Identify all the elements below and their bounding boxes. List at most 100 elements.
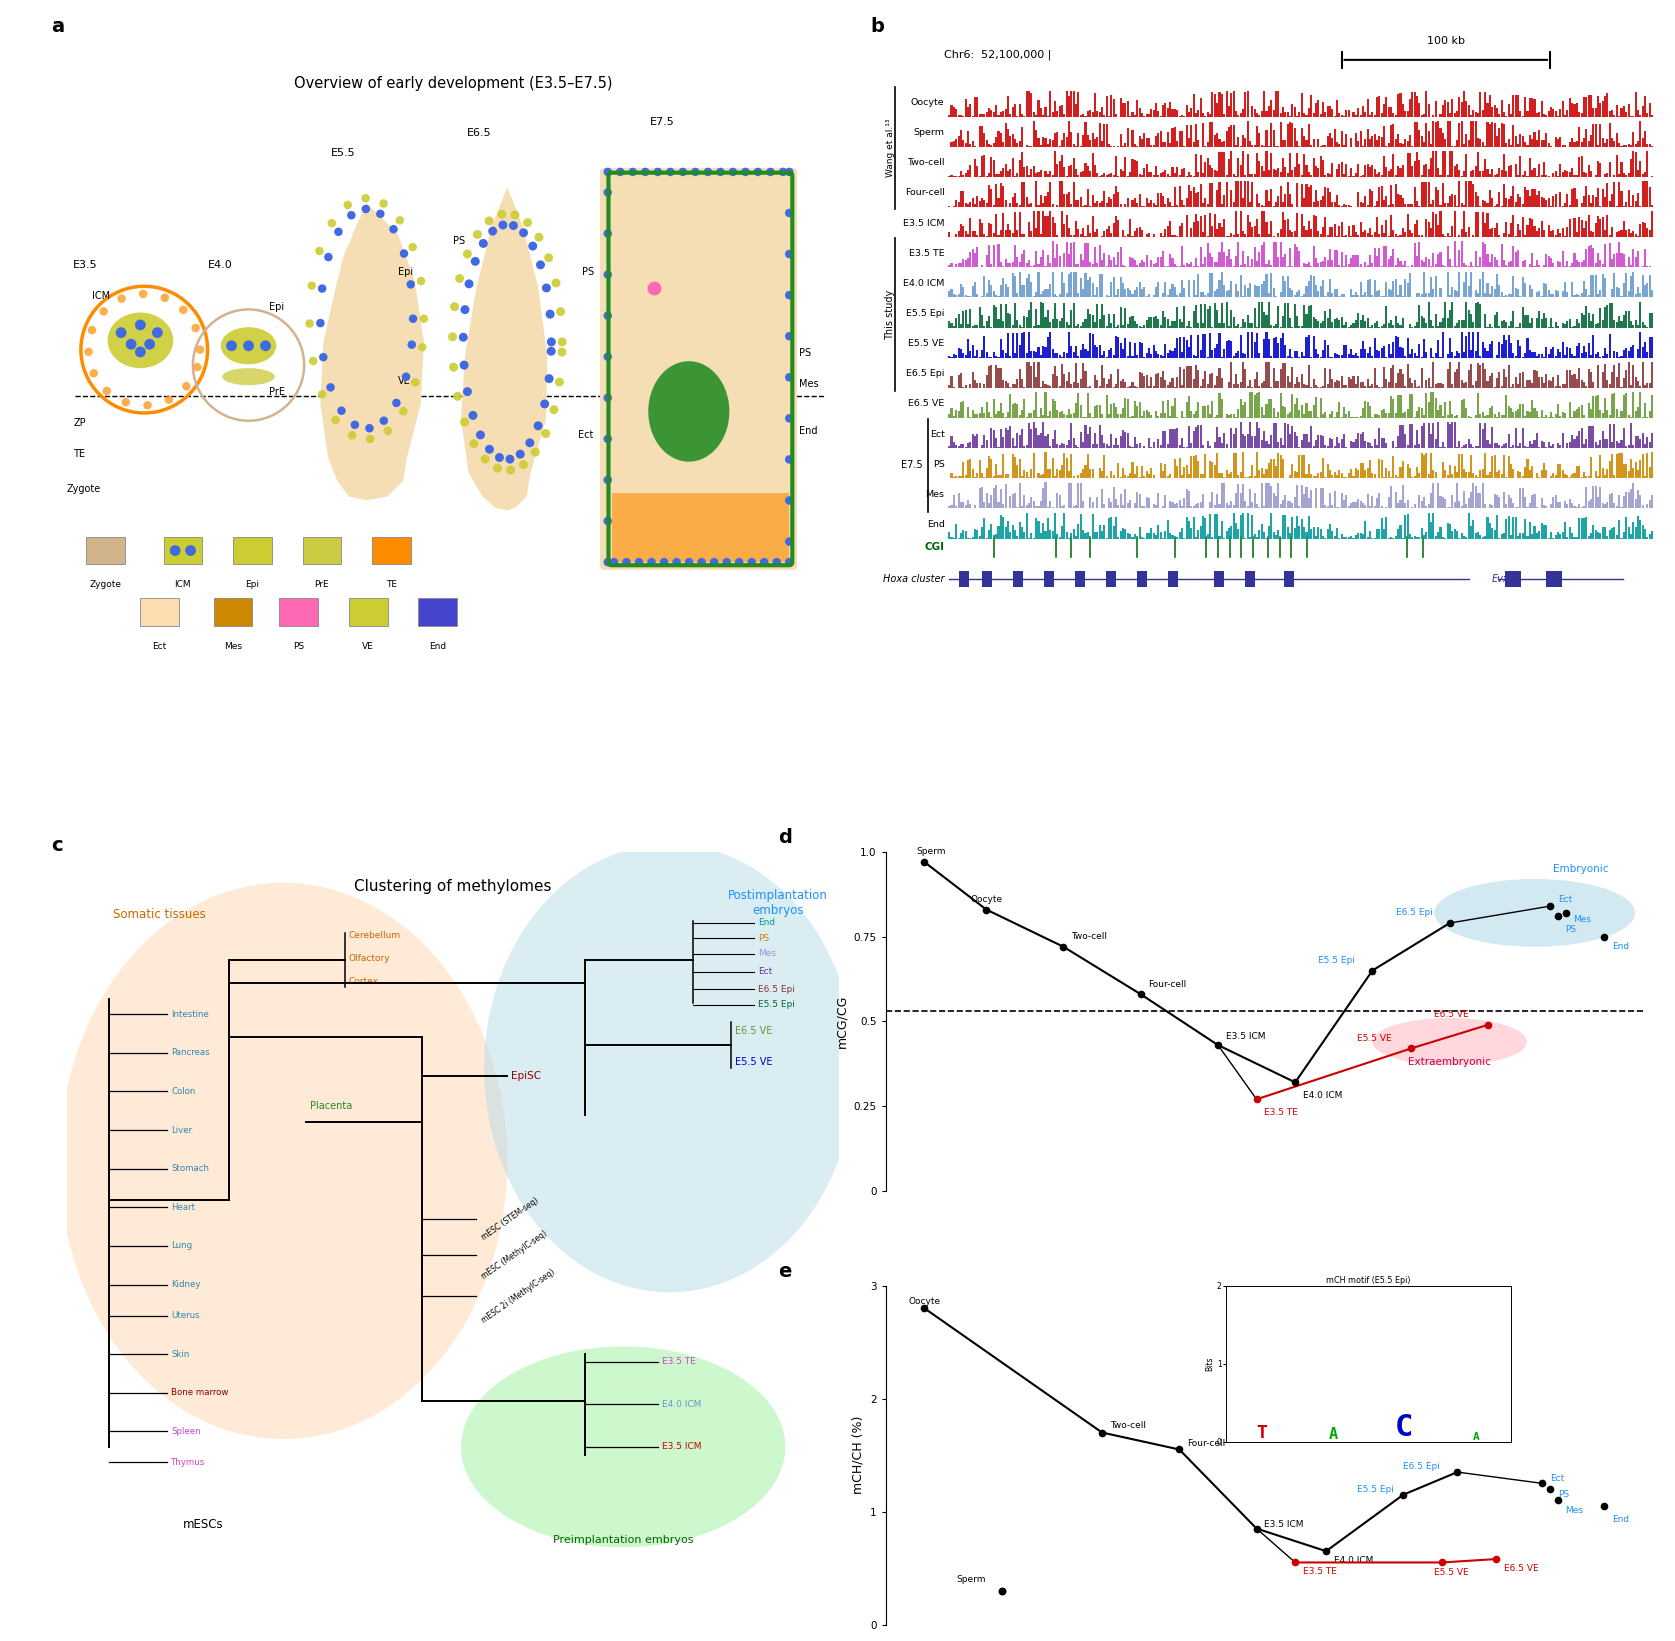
Bar [1611, 110, 1613, 117]
Bar [1211, 258, 1213, 267]
Bar [1308, 499, 1310, 509]
Bar [1372, 325, 1373, 328]
Bar [1454, 466, 1456, 478]
Bar [1508, 335, 1509, 358]
Bar [1240, 515, 1241, 538]
Bar [1018, 522, 1020, 538]
Bar [1583, 505, 1585, 509]
Bar [1124, 158, 1127, 177]
Text: End: End [759, 919, 776, 927]
Bar [1407, 205, 1409, 207]
Bar [1070, 414, 1072, 418]
Bar [1111, 374, 1112, 387]
Bar [1519, 473, 1521, 478]
Bar [1595, 274, 1596, 297]
Circle shape [667, 167, 675, 176]
Bar [1095, 174, 1099, 177]
Bar [1338, 443, 1340, 448]
Bar [998, 235, 1000, 238]
Bar [1052, 374, 1054, 387]
Bar [1030, 469, 1032, 478]
Bar [1127, 433, 1129, 448]
Bar [961, 461, 965, 478]
Bar [1590, 320, 1591, 328]
Bar [1072, 382, 1075, 387]
Bar [961, 502, 965, 509]
Bar [1636, 471, 1640, 478]
Bar [1333, 491, 1335, 509]
Bar [1075, 346, 1077, 358]
Bar [1057, 164, 1059, 177]
Bar [1320, 156, 1322, 177]
Bar [1643, 181, 1647, 207]
Bar [1013, 245, 1017, 267]
Bar [1605, 230, 1606, 238]
Bar [1206, 243, 1209, 267]
Bar [1194, 504, 1198, 509]
Bar [1616, 507, 1618, 509]
Bar [1605, 348, 1606, 358]
Bar [1293, 167, 1296, 177]
Bar [1181, 386, 1183, 387]
Bar [1420, 453, 1422, 478]
Bar [1588, 141, 1590, 146]
Bar [1337, 354, 1338, 358]
Bar [1596, 144, 1600, 146]
Bar [1432, 363, 1434, 387]
Bar [966, 443, 968, 448]
Bar [1573, 473, 1576, 478]
Bar [1578, 432, 1580, 448]
Bar [1451, 302, 1454, 328]
Bar [1482, 200, 1484, 207]
Bar [1496, 496, 1497, 509]
Bar [1162, 310, 1164, 328]
Text: PS: PS [933, 459, 945, 469]
Bar [1343, 174, 1345, 177]
Text: Preimplantation embryos: Preimplantation embryos [553, 1536, 693, 1546]
Bar [1250, 422, 1251, 448]
Bar [1146, 497, 1147, 509]
Bar [1241, 251, 1245, 267]
Bar [1536, 371, 1538, 387]
Circle shape [164, 395, 173, 404]
Bar [611, 492, 789, 563]
Bar [1647, 181, 1648, 207]
Bar [983, 115, 985, 117]
Bar [1176, 338, 1178, 358]
Bar [1285, 304, 1286, 328]
Bar [1241, 353, 1245, 358]
Bar [1435, 537, 1437, 538]
Bar [1479, 171, 1481, 177]
Bar [1218, 392, 1221, 418]
Bar [1506, 264, 1508, 267]
Bar [1089, 233, 1090, 238]
Bar [1320, 113, 1322, 117]
Bar [966, 459, 968, 478]
Bar [1328, 523, 1332, 538]
Bar [1497, 497, 1501, 509]
Bar [1193, 94, 1194, 117]
Bar [1209, 446, 1211, 448]
Bar [1203, 474, 1204, 478]
Text: E4.0 ICM: E4.0 ICM [1333, 1556, 1374, 1566]
Bar [1298, 525, 1300, 538]
Bar [1489, 409, 1491, 418]
Bar [1355, 133, 1357, 146]
Bar [1387, 236, 1390, 238]
Bar [1652, 313, 1653, 328]
Bar [1092, 153, 1094, 177]
Bar [998, 295, 1000, 297]
Bar [1400, 369, 1402, 387]
Bar [1040, 195, 1042, 207]
Bar [1523, 176, 1524, 177]
Bar [1608, 112, 1611, 117]
Bar [1486, 103, 1489, 117]
Circle shape [409, 315, 417, 323]
Bar [1479, 258, 1481, 267]
Bar [1606, 469, 1608, 478]
Bar [1301, 94, 1303, 117]
Bar [1519, 112, 1521, 117]
Bar [1374, 135, 1375, 146]
Bar [1338, 266, 1340, 267]
Bar [1501, 245, 1502, 267]
